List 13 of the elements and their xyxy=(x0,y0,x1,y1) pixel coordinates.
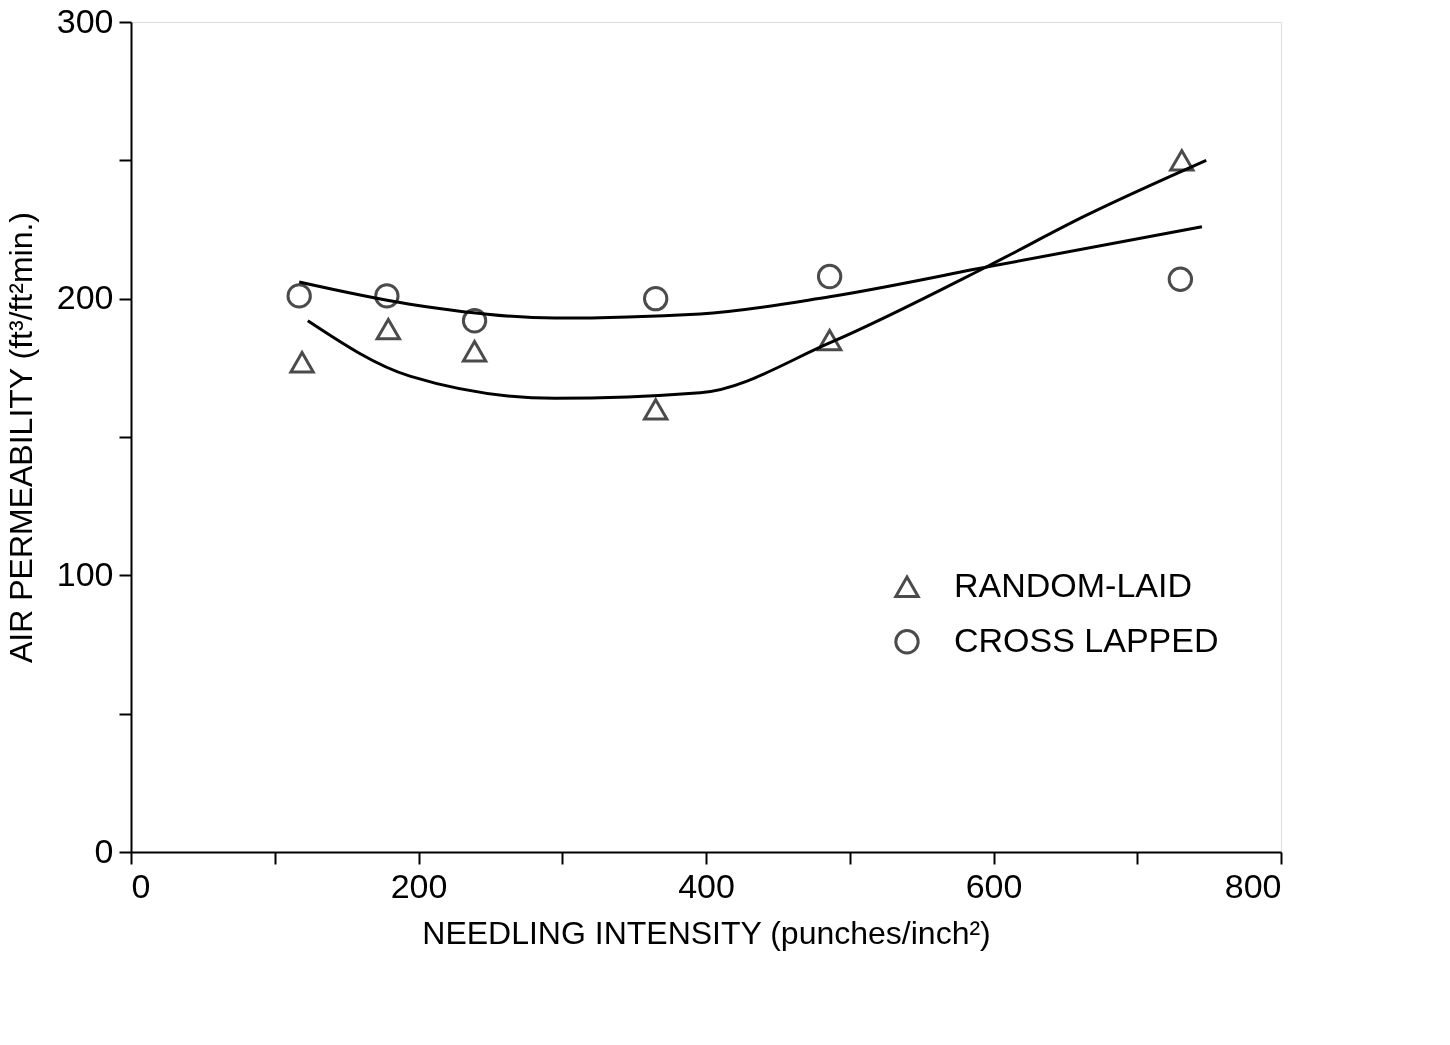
x-tick-label: 200 xyxy=(390,866,448,905)
x-tick-label: 0 xyxy=(131,866,151,905)
y-tick-label: 200 xyxy=(56,278,114,317)
x-tick-label: 800 xyxy=(1224,866,1282,905)
x-tick-label: 600 xyxy=(965,866,1023,905)
x-axis-title: NEEDLING INTENSITY (punches/inch²) xyxy=(422,914,991,951)
legend-label: RANDOM-LAID xyxy=(954,565,1193,604)
y-tick-label: 100 xyxy=(56,554,114,593)
legend-label: CROSS LAPPED xyxy=(954,620,1219,659)
x-tick-label: 400 xyxy=(678,866,735,905)
y-tick-label: 300 xyxy=(56,1,114,40)
y-axis-title: AIR PERMEABILITY (ft³/ft²min.) xyxy=(2,211,39,664)
y-tick-label: 0 xyxy=(94,831,114,870)
